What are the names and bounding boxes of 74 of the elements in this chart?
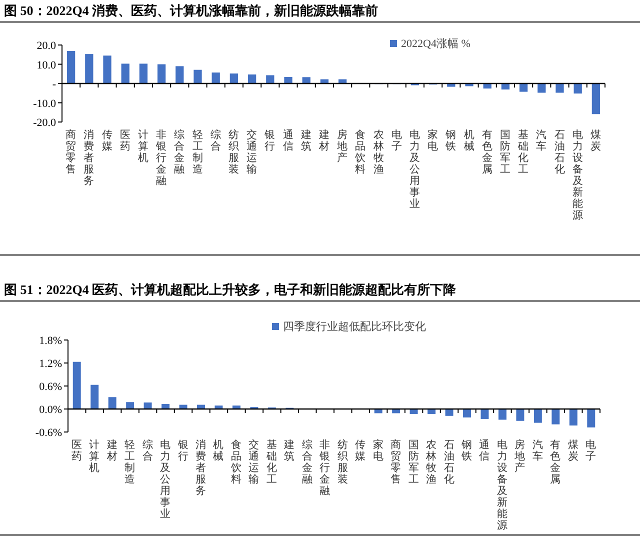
x-tick-label: 国防军工 (408, 439, 420, 486)
x-tick-label: 计算机 (138, 128, 149, 164)
x-tick-label: 有色金属 (482, 129, 493, 176)
x-tick-label: 建筑 (300, 128, 312, 152)
x-tick-label: 轻工制造 (124, 439, 136, 486)
x-tick-label: 传媒 (355, 439, 366, 462)
x-tick-label: 农林牧渔 (372, 129, 384, 176)
x-tick-label: 石油石化 (554, 129, 566, 176)
x-tick-label: 国防军工 (500, 129, 511, 176)
y-tick-label: 1.2% (39, 358, 62, 370)
x-tick-label: 通信 (282, 128, 294, 152)
x-tick-label: 轻工制造 (192, 129, 204, 176)
x-tick-label: 石油石化 (444, 439, 455, 486)
x-tick-label: 商贸零售 (390, 438, 402, 486)
x-tick-label: 钢铁 (460, 439, 472, 462)
x-tick-label: 机械 (464, 129, 475, 152)
x-tick-label: 食品饮料 (354, 129, 366, 176)
chart-title: 图 50：2022Q4 消费、医药、计算机涨幅靠前，新旧能源跌幅靠前 (4, 3, 378, 18)
y-tick-label: -0.6% (35, 427, 62, 439)
x-tick-label: 电子 (586, 438, 597, 462)
x-tick-label: 机械 (213, 439, 224, 462)
x-tick-label: 建材 (106, 438, 118, 462)
y-tick-label: 0.0% (39, 404, 62, 416)
y-tick-label: -10.0 (33, 98, 56, 110)
x-tick-label: 食品饮料 (230, 439, 242, 486)
x-tick-label: 银行 (176, 439, 189, 462)
x-tick-label: 煤炭 (568, 439, 579, 462)
y-tick-label: 10.0 (36, 59, 56, 72)
x-tick-label: 房地产 (514, 438, 526, 474)
x-tick-label: 计算机 (89, 438, 100, 474)
x-tick-label: 电力及公用事业 (160, 438, 172, 520)
x-tick-label: 纺织服装 (228, 128, 240, 176)
x-tick-label: 医药 (120, 129, 131, 152)
x-tick-label: 建材 (318, 128, 330, 152)
x-tick-label: 非银行金融 (318, 438, 331, 497)
x-tick-label: 基础化工 (517, 128, 530, 176)
x-tick-label: 农林牧渔 (425, 439, 438, 486)
x-tick-label: 银行 (264, 129, 276, 152)
x-tick-label: 电力及公用事业 (409, 128, 420, 210)
x-tick-label: 综合金融 (302, 438, 313, 486)
x-tick-label: 房地产 (336, 128, 348, 164)
y-tick-label: - (52, 78, 56, 90)
legend-label: 四季度行业超低配比环比变化 (283, 320, 426, 333)
x-tick-label: 汽车 (532, 439, 544, 462)
x-tick-label: 综合 (210, 128, 222, 152)
x-tick-label: 有色金属 (550, 439, 562, 486)
x-tick-label: 电力设备及新能源 (572, 128, 584, 222)
x-tick-label: 商贸零售 (66, 128, 77, 176)
x-tick-label: 钢铁 (444, 129, 457, 152)
x-tick-label: 煤炭 (590, 129, 602, 152)
y-tick-label: 0.6% (39, 381, 62, 393)
x-tick-label: 家电 (428, 128, 439, 152)
x-tick-label: 基础化工 (265, 438, 278, 486)
x-tick-label: 医药 (71, 439, 82, 462)
x-tick-label: 非银行金融 (155, 128, 168, 187)
x-tick-label: 交通运输 (246, 128, 258, 176)
legend-label: 2022Q4涨幅 % (401, 38, 470, 50)
y-tick-label: 20.0 (36, 40, 56, 52)
x-tick-label: 建筑 (283, 438, 296, 462)
x-tick-label: 电子 (391, 128, 402, 152)
x-tick-label: 电力设备及新能源 (496, 438, 508, 532)
x-tick-label: 消费者服务 (196, 438, 206, 497)
x-tick-label: 综合金融 (174, 128, 186, 176)
x-tick-label: 汽车 (536, 129, 548, 152)
y-tick-label: -20.0 (33, 117, 56, 129)
x-tick-label: 传媒 (102, 129, 113, 152)
y-tick-label: 1.8% (39, 335, 62, 347)
x-tick-label: 通信 (479, 438, 490, 462)
chart-title: 图 51：2022Q4 医药、计算机超配比上升较多，电子和新旧能源超配比有所下降 (4, 282, 458, 297)
x-tick-label: 交通运输 (248, 438, 260, 486)
x-tick-label: 消费者服务 (84, 128, 95, 187)
x-tick-label: 综合 (142, 438, 154, 462)
x-tick-label: 家电 (372, 438, 384, 462)
x-tick-label: 纺织服装 (337, 438, 348, 486)
